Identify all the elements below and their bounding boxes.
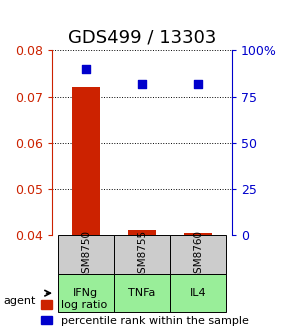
Text: IL4: IL4 [190, 288, 206, 298]
FancyBboxPatch shape [58, 235, 114, 274]
Text: TNFa: TNFa [128, 288, 156, 298]
Text: agent: agent [3, 296, 35, 306]
Bar [72, 87, 100, 336]
FancyBboxPatch shape [58, 274, 114, 312]
Text: GSM8760: GSM8760 [193, 229, 203, 280]
FancyBboxPatch shape [114, 235, 170, 274]
FancyBboxPatch shape [114, 274, 170, 312]
Point [196, 81, 201, 86]
FancyBboxPatch shape [170, 235, 226, 274]
Text: GSM8755: GSM8755 [137, 229, 147, 280]
Legend: log ratio, percentile rank within the sample: log ratio, percentile rank within the sa… [37, 296, 253, 330]
Bar [128, 230, 156, 336]
Text: GSM8750: GSM8750 [81, 229, 91, 280]
Bar [184, 233, 212, 336]
Title: GDS499 / 13303: GDS499 / 13303 [68, 28, 216, 46]
FancyBboxPatch shape [170, 274, 226, 312]
Point [84, 66, 88, 72]
Point [140, 81, 144, 86]
Text: IFNg: IFNg [73, 288, 99, 298]
